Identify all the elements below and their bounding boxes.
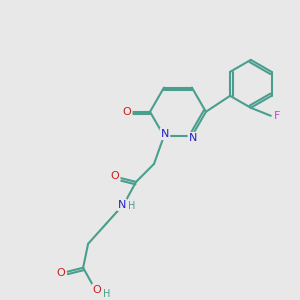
Text: O: O <box>57 268 65 278</box>
Text: N: N <box>118 200 126 210</box>
Text: O: O <box>93 285 101 295</box>
Text: N: N <box>189 133 197 143</box>
Text: O: O <box>111 171 119 181</box>
Text: N: N <box>161 129 169 139</box>
Text: F: F <box>274 111 280 121</box>
Text: O: O <box>123 107 131 117</box>
Text: H: H <box>103 289 111 299</box>
Text: H: H <box>128 201 136 211</box>
